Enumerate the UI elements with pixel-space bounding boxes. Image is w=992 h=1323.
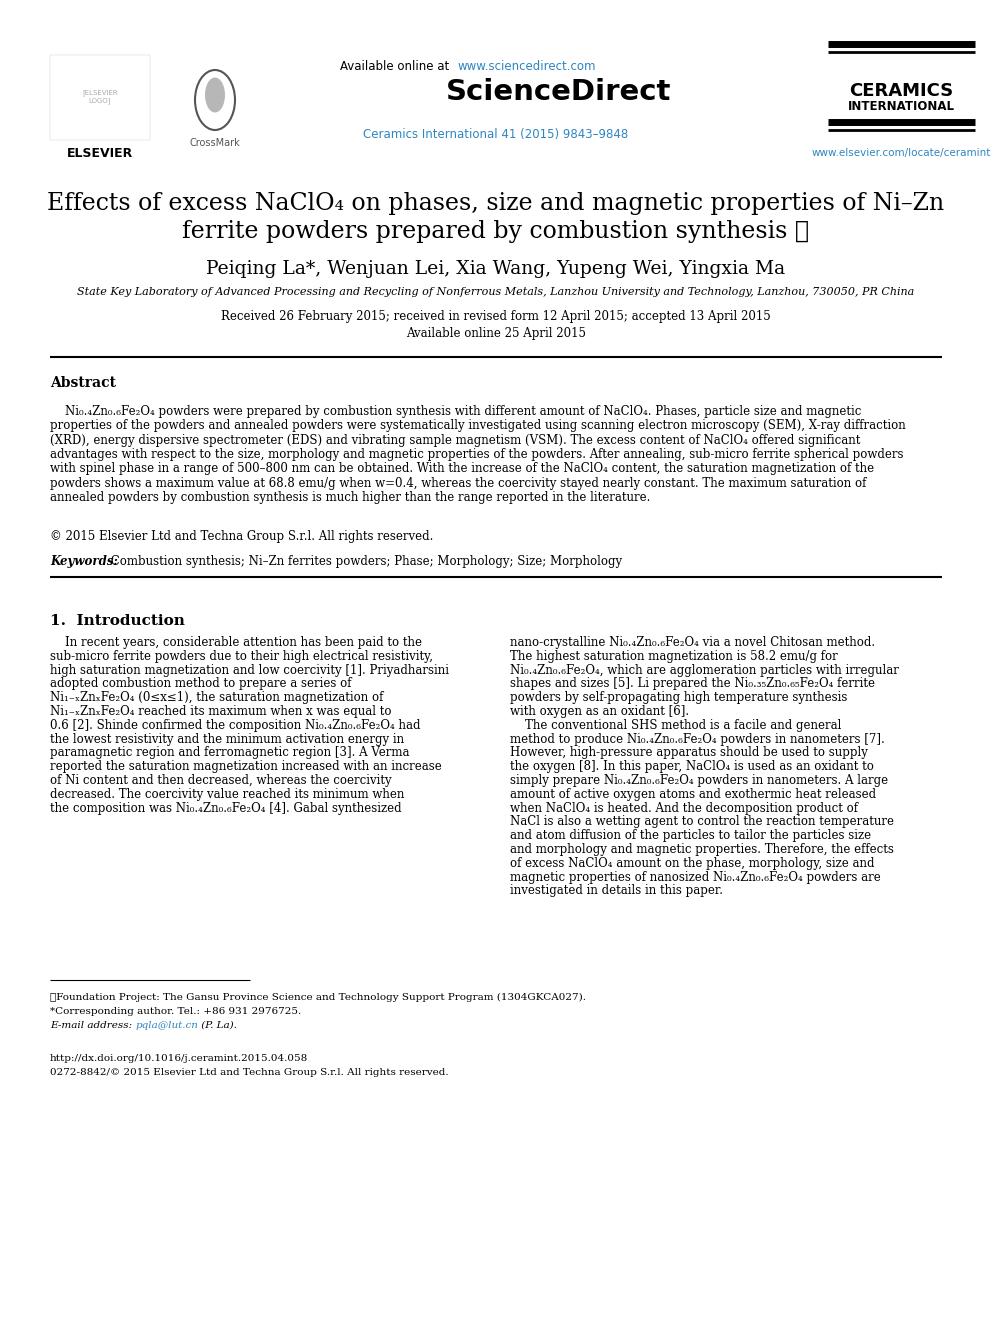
Text: Ni₁₋ₓZnₓFe₂O₄ (0≤x≤1), the saturation magnetization of: Ni₁₋ₓZnₓFe₂O₄ (0≤x≤1), the saturation ma… [50,691,383,704]
Text: the lowest resistivity and the minimum activation energy in: the lowest resistivity and the minimum a… [50,733,404,746]
Text: the composition was Ni₀.₄Zn₀.₆Fe₂O₄ [4]. Gabal synthesized: the composition was Ni₀.₄Zn₀.₆Fe₂O₄ [4].… [50,802,402,815]
Text: Available online at: Available online at [340,60,453,73]
Text: Ni₀.₄Zn₀.₆Fe₂O₄, which are agglomeration particles with irregular: Ni₀.₄Zn₀.₆Fe₂O₄, which are agglomeration… [510,664,899,676]
Text: (P. La).: (P. La). [198,1021,237,1031]
Text: Peiqing La*, Wenjuan Lei, Xia Wang, Yupeng Wei, Yingxia Ma: Peiqing La*, Wenjuan Lei, Xia Wang, Yupe… [206,261,786,278]
Text: NaCl is also a wetting agent to control the reaction temperature: NaCl is also a wetting agent to control … [510,815,894,828]
Text: www.elsevier.com/locate/ceramint: www.elsevier.com/locate/ceramint [811,148,991,157]
Text: Available online 25 April 2015: Available online 25 April 2015 [406,327,586,340]
Text: [ELSEVIER
LOGO]: [ELSEVIER LOGO] [82,90,118,105]
Text: ferrite powders prepared by combustion synthesis ☆: ferrite powders prepared by combustion s… [183,220,809,243]
Text: advantages with respect to the size, morphology and magnetic properties of the p: advantages with respect to the size, mor… [50,448,904,460]
Text: Keywords:: Keywords: [50,556,118,568]
Text: Ceramics International 41 (2015) 9843–9848: Ceramics International 41 (2015) 9843–98… [363,128,629,142]
Text: paramagnetic region and ferromagnetic region [3]. A Verma: paramagnetic region and ferromagnetic re… [50,746,410,759]
Text: ScienceDirect: ScienceDirect [446,78,672,106]
Text: http://dx.doi.org/10.1016/j.ceramint.2015.04.058: http://dx.doi.org/10.1016/j.ceramint.201… [50,1054,309,1062]
Text: magnetic properties of nanosized Ni₀.₄Zn₀.₆Fe₂O₄ powders are: magnetic properties of nanosized Ni₀.₄Zn… [510,871,881,884]
Text: www.sciencedirect.com: www.sciencedirect.com [458,60,596,73]
Text: CERAMICS: CERAMICS [849,82,953,101]
Text: Effects of excess NaClO₄ on phases, size and magnetic properties of Ni–Zn: Effects of excess NaClO₄ on phases, size… [48,192,944,216]
Text: CrossMark: CrossMark [189,138,240,148]
Text: of excess NaClO₄ amount on the phase, morphology, size and: of excess NaClO₄ amount on the phase, mo… [510,857,875,869]
Text: high saturation magnetization and low coercivity [1]. Priyadharsini: high saturation magnetization and low co… [50,664,449,676]
Text: powders shows a maximum value at 68.8 emu/g when w=0.4, whereas the coercivity s: powders shows a maximum value at 68.8 em… [50,476,866,490]
Text: The highest saturation magnetization is 58.2 emu/g for: The highest saturation magnetization is … [510,650,838,663]
Text: the oxygen [8]. In this paper, NaClO₄ is used as an oxidant to: the oxygen [8]. In this paper, NaClO₄ is… [510,761,874,773]
Text: simply prepare Ni₀.₄Zn₀.₆Fe₂O₄ powders in nanometers. A large: simply prepare Ni₀.₄Zn₀.₆Fe₂O₄ powders i… [510,774,888,787]
Text: ELSEVIER: ELSEVIER [66,147,133,160]
Text: *Corresponding author. Tel.: +86 931 2976725.: *Corresponding author. Tel.: +86 931 297… [50,1007,302,1016]
Text: Ni₁₋ₓZnₓFe₂O₄ reached its maximum when x was equal to: Ni₁₋ₓZnₓFe₂O₄ reached its maximum when x… [50,705,392,718]
Text: adopted combustion method to prepare a series of: adopted combustion method to prepare a s… [50,677,351,691]
Text: In recent years, considerable attention has been paid to the: In recent years, considerable attention … [50,636,422,650]
Text: (XRD), energy dispersive spectrometer (EDS) and vibrating sample magnetism (VSM): (XRD), energy dispersive spectrometer (E… [50,434,860,447]
Text: Ni₀.₄Zn₀.₆Fe₂O₄ powders were prepared by combustion synthesis with different amo: Ni₀.₄Zn₀.₆Fe₂O₄ powders were prepared by… [50,405,861,418]
Text: with spinel phase in a range of 500–800 nm can be obtained. With the increase of: with spinel phase in a range of 500–800 … [50,462,874,475]
Text: 0272-8842/© 2015 Elsevier Ltd and Techna Group S.r.l. All rights reserved.: 0272-8842/© 2015 Elsevier Ltd and Techna… [50,1068,448,1077]
Ellipse shape [205,78,225,112]
Text: and atom diffusion of the particles to tailor the particles size: and atom diffusion of the particles to t… [510,830,871,843]
Bar [50,56,150,140]
Text: © 2015 Elsevier Ltd and Techna Group S.r.l. All rights reserved.: © 2015 Elsevier Ltd and Techna Group S.r… [50,531,434,542]
Text: amount of active oxygen atoms and exothermic heat released: amount of active oxygen atoms and exothe… [510,787,876,800]
Text: State Key Laboratory of Advanced Processing and Recycling of Nonferrous Metals, : State Key Laboratory of Advanced Process… [77,287,915,296]
Text: Received 26 February 2015; received in revised form 12 April 2015; accepted 13 A: Received 26 February 2015; received in r… [221,310,771,323]
Text: annealed powders by combustion synthesis is much higher than the range reported : annealed powders by combustion synthesis… [50,491,651,504]
Text: INTERNATIONAL: INTERNATIONAL [848,101,955,112]
Text: with oxygen as an oxidant [6].: with oxygen as an oxidant [6]. [510,705,689,718]
Text: decreased. The coercivity value reached its minimum when: decreased. The coercivity value reached … [50,787,405,800]
Text: E-mail address:: E-mail address: [50,1021,135,1031]
Text: nano-crystalline Ni₀.₄Zn₀.₆Fe₂O₄ via a novel Chitosan method.: nano-crystalline Ni₀.₄Zn₀.₆Fe₂O₄ via a n… [510,636,875,650]
Text: Abstract: Abstract [50,376,116,390]
Text: of Ni content and then decreased, whereas the coercivity: of Ni content and then decreased, wherea… [50,774,392,787]
Text: and morphology and magnetic properties. Therefore, the effects: and morphology and magnetic properties. … [510,843,894,856]
Text: properties of the powders and annealed powders were systematically investigated : properties of the powders and annealed p… [50,419,906,433]
Text: 1.  Introduction: 1. Introduction [50,614,185,628]
Text: Combustion synthesis; Ni–Zn ferrites powders; Phase; Morphology; Size; Morpholog: Combustion synthesis; Ni–Zn ferrites pow… [107,556,622,568]
Text: method to produce Ni₀.₄Zn₀.₆Fe₂O₄ powders in nanometers [7].: method to produce Ni₀.₄Zn₀.₆Fe₂O₄ powder… [510,733,885,746]
Text: However, high-pressure apparatus should be used to supply: However, high-pressure apparatus should … [510,746,868,759]
Text: when NaClO₄ is heated. And the decomposition product of: when NaClO₄ is heated. And the decomposi… [510,802,858,815]
Text: 0.6 [2]. Shinde confirmed the composition Ni₀.₄Zn₀.₆Fe₂O₄ had: 0.6 [2]. Shinde confirmed the compositio… [50,718,421,732]
Text: sub-micro ferrite powders due to their high electrical resistivity,: sub-micro ferrite powders due to their h… [50,650,433,663]
Text: investigated in details in this paper.: investigated in details in this paper. [510,884,723,897]
Text: powders by self-propagating high temperature synthesis: powders by self-propagating high tempera… [510,691,847,704]
Text: The conventional SHS method is a facile and general: The conventional SHS method is a facile … [510,718,841,732]
Text: reported the saturation magnetization increased with an increase: reported the saturation magnetization in… [50,761,441,773]
Text: pqla@lut.cn: pqla@lut.cn [136,1021,198,1031]
Text: shapes and sizes [5]. Li prepared the Ni₀.₃₅Zn₀.₆₅Fe₂O₄ ferrite: shapes and sizes [5]. Li prepared the Ni… [510,677,875,691]
Text: ☆Foundation Project: The Gansu Province Science and Technology Support Program (: ☆Foundation Project: The Gansu Province … [50,994,586,1002]
